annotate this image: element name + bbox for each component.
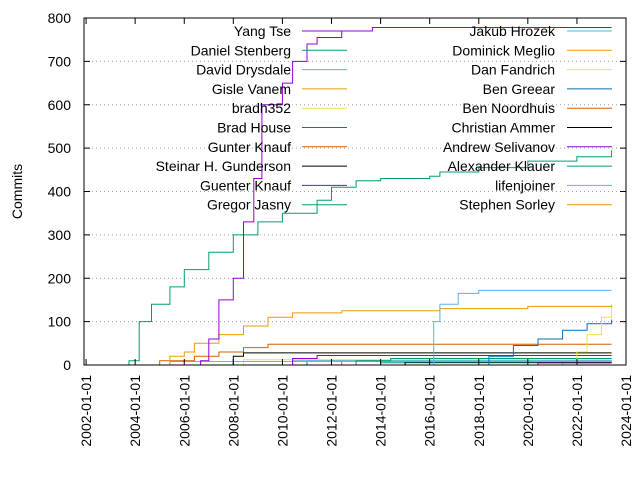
x-tick-label: 2014-01-01 [373, 375, 389, 447]
y-tick-label: 800 [48, 10, 72, 26]
y-axis-label: Commits [9, 164, 25, 219]
x-tick-label: 2008-01-01 [225, 375, 241, 447]
series-line [145, 343, 612, 366]
x-tick-label: 2012-01-01 [323, 375, 339, 447]
y-tick-label: 0 [63, 357, 71, 373]
series-line [464, 319, 613, 366]
legend-label: Dan Fandrich [471, 62, 555, 78]
y-tick-label: 500 [48, 140, 72, 156]
series-line [198, 27, 612, 366]
x-tick-label: 2022-01-01 [569, 375, 585, 447]
x-tick-label: 2016-01-01 [422, 375, 438, 447]
legend: Yang Tse Daniel Stenberg David Drysdale Gis… [156, 23, 612, 213]
legend-label: Gunter Knauf [208, 139, 291, 155]
y-tick-label: 200 [48, 270, 72, 286]
x-tick-label: 2024-01-01 [618, 375, 634, 447]
x-tick-label: 2018-01-01 [471, 375, 487, 447]
legend-label: Yang Tse [234, 23, 291, 39]
legend-label: Brad House [217, 120, 291, 136]
legend-label: Alexander Klauer [448, 158, 556, 174]
y-tick-label: 300 [48, 227, 72, 243]
legend-label: Ben Greear [483, 81, 556, 97]
legend-label: lifenjoiner [495, 177, 555, 193]
series-line [122, 150, 613, 366]
legend-label: Ben Noordhuis [462, 100, 555, 116]
series-line [427, 289, 612, 366]
legend-label: Steinar H. Gunderson [156, 158, 291, 174]
series-line [145, 305, 613, 366]
x-tick-label: 2002-01-01 [78, 375, 94, 447]
legend-label: Gisle Vanem [212, 81, 291, 97]
legend-label: David Drysdale [196, 62, 291, 78]
y-tick-label: 100 [48, 314, 72, 330]
legend-label: Daniel Stenberg [191, 42, 291, 58]
x-tick-label: 2010-01-01 [274, 375, 290, 447]
legend-label: Guenter Knauf [200, 177, 291, 193]
legend-label: Gregor Jasny [207, 197, 291, 213]
y-tick-label: 600 [48, 97, 72, 113]
legend-label: bradh352 [232, 100, 291, 116]
y-axis: 0 100 200 300 400 500 600 700 800 [48, 10, 626, 373]
y-tick-label: 400 [48, 184, 72, 200]
x-tick-label: 2020-01-01 [520, 375, 536, 447]
legend-label: Dominick Meglio [452, 42, 555, 58]
legend-label: Stephen Sorley [459, 197, 555, 213]
legend-label: Christian Ammer [452, 120, 556, 136]
legend-label: Andrew Selivanov [443, 139, 555, 155]
legend-label: Jakub Hrozek [469, 23, 556, 39]
x-tick-label: 2004-01-01 [127, 375, 143, 447]
x-axis: 2002-01-01 2004-01-01 2006-01-01 2008-01-01… [78, 18, 634, 447]
y-tick-label: 700 [48, 53, 72, 69]
x-tick-label: 2006-01-01 [176, 375, 192, 447]
